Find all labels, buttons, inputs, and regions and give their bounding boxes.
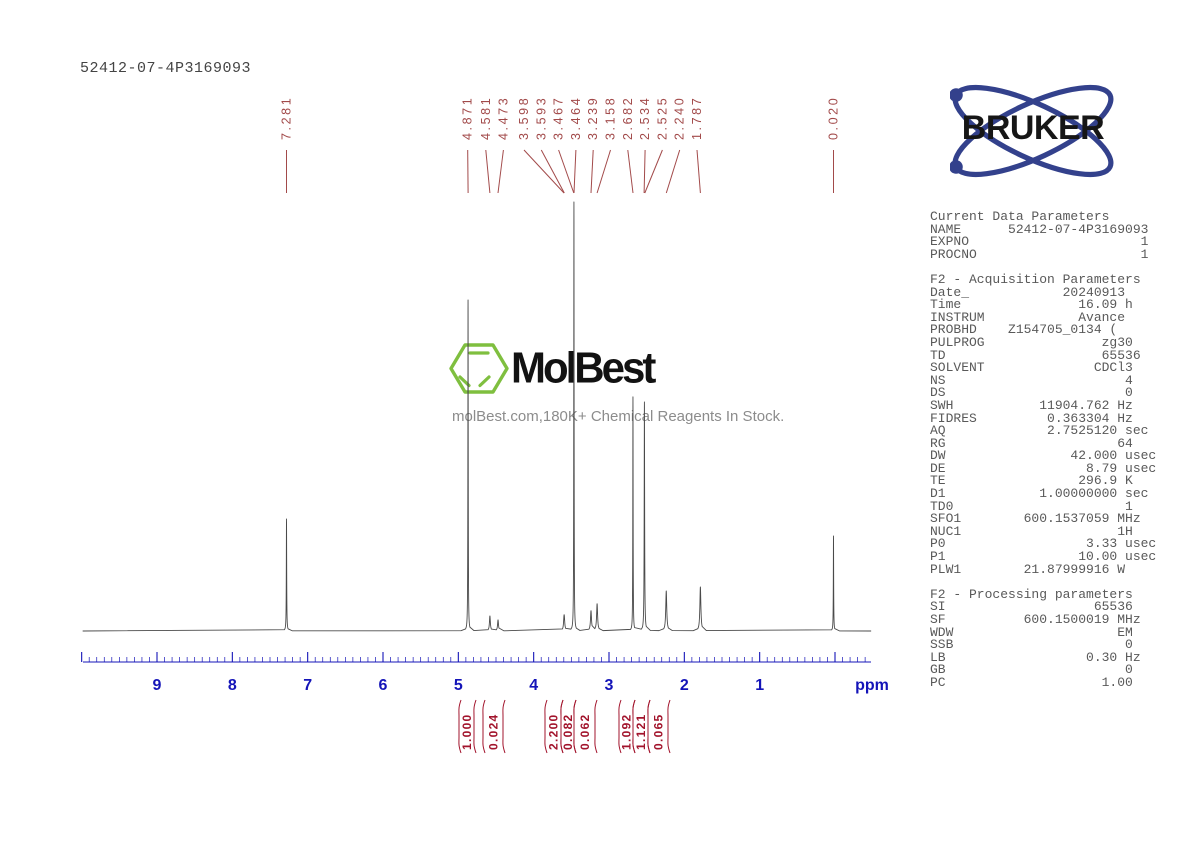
svg-text:2.682: 2.682 [621,96,635,140]
svg-text:1.787: 1.787 [690,96,704,140]
svg-text:3.158: 3.158 [604,96,618,140]
svg-text:4.871: 4.871 [461,96,475,140]
svg-text:2.525: 2.525 [655,96,669,140]
svg-text:3.593: 3.593 [534,96,548,140]
svg-text:4.581: 4.581 [479,96,493,140]
svg-text:7.281: 7.281 [280,96,294,140]
svg-text:3.464: 3.464 [569,96,583,140]
svg-text:0.020: 0.020 [827,96,841,140]
svg-text:3.467: 3.467 [552,96,566,140]
svg-text:2.534: 2.534 [638,96,652,140]
svg-text:3.239: 3.239 [586,96,600,140]
svg-text:4.473: 4.473 [496,96,510,140]
svg-text:3.598: 3.598 [517,96,531,140]
svg-text:2.240: 2.240 [673,96,687,140]
